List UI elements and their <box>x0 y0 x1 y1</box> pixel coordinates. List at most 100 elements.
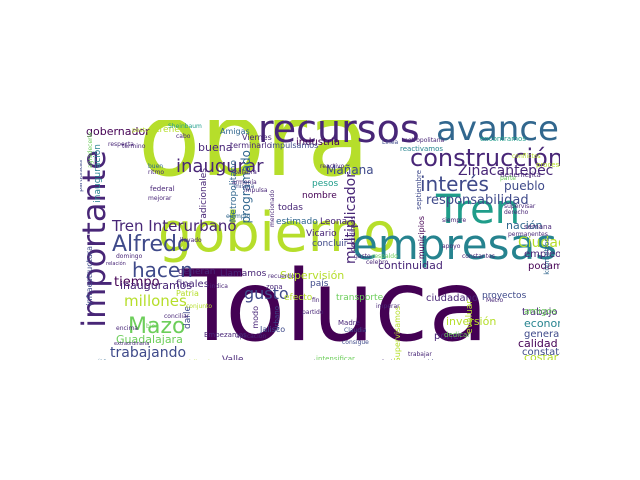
cloud-word: Jalisco <box>260 325 286 334</box>
cloud-word: urbano <box>273 306 281 331</box>
cloud-word: estimado <box>276 217 318 227</box>
cloud-word: domingo <box>116 253 143 260</box>
cloud-word: economía <box>524 317 560 330</box>
cloud-word: obra <box>138 120 370 200</box>
cloud-word: general <box>524 329 560 340</box>
cloud-word: Valle <box>222 355 244 361</box>
cloud-word: misma <box>234 183 255 190</box>
cloud-word: Metro <box>486 297 504 304</box>
cloud-word: Tren <box>436 187 521 233</box>
cloud-word: trabajar <box>408 351 432 358</box>
cloud-word: podamos <box>528 261 560 272</box>
cloud-word: respecta <box>108 141 134 148</box>
cloud-word: poner <box>434 331 464 342</box>
cloud-word: empleos <box>524 249 560 260</box>
cloud-word: finales <box>176 279 209 290</box>
cloud-word: Amigas <box>220 127 250 136</box>
cloud-word: Ciudad <box>518 235 560 251</box>
cloud-word: país <box>310 279 329 289</box>
cloud-word: gusto <box>244 284 289 303</box>
cloud-word: Línea <box>382 139 399 146</box>
cloud-word: consigue <box>342 339 369 346</box>
word-cloud: obra Toluca gobierno recursos avance emp… <box>80 120 560 360</box>
cloud-word: reactivamos <box>400 145 444 153</box>
cloud-word: buena <box>198 141 233 154</box>
cloud-word: Supervisamos <box>393 306 402 360</box>
cloud-word: permanentes <box>508 231 548 238</box>
cloud-word: inaugurar <box>176 156 264 177</box>
cloud-word: zona <box>266 283 283 291</box>
cloud-word: terminarlo <box>230 141 272 150</box>
cloud-word: recursos <box>258 120 420 151</box>
cloud-word: conflictos <box>512 153 541 160</box>
cloud-word: efecto <box>284 293 313 303</box>
cloud-word: trabajo <box>522 307 558 318</box>
cloud-word: constatar <box>522 347 560 358</box>
cloud-word: intensificar <box>316 355 355 361</box>
cloud-word: federal <box>150 185 175 193</box>
cloud-word: aplicación <box>236 333 267 340</box>
cloud-word: Llamamos <box>220 269 267 279</box>
cloud-word: avance <box>436 120 559 149</box>
cloud-word: constantes <box>462 253 495 260</box>
cloud-word: Vicario <box>306 229 337 239</box>
cloud-word: armonía <box>232 179 257 186</box>
cloud-word: palabra <box>234 169 257 176</box>
cloud-word: trenes <box>156 125 185 135</box>
cloud-word: Zinacantepec <box>458 163 554 179</box>
cloud-word: hacen <box>132 258 193 282</box>
cloud-word: kilómetros <box>543 238 551 275</box>
cloud-word: trabajando <box>110 345 187 360</box>
cloud-word: mencionado <box>269 190 276 227</box>
cloud-word: ciudadano <box>426 293 479 304</box>
cloud-word: interés <box>420 172 489 196</box>
cloud-word: Tren Interurbano <box>112 217 237 235</box>
cloud-word: impulsamos <box>270 141 319 150</box>
cloud-word: dedicar <box>444 331 471 339</box>
cloud-word: proceso <box>536 161 560 169</box>
cloud-word: pueblo <box>504 179 545 193</box>
cloud-word: gobernador <box>86 125 150 138</box>
cloud-word: conjunto <box>186 303 213 310</box>
cloud-word: buen <box>148 163 164 170</box>
cloud-word: partidistas <box>80 160 84 192</box>
cloud-word: encontramos <box>480 135 526 143</box>
cloud-word: agradecerle <box>87 132 94 168</box>
cloud-word: Benemérita <box>500 171 541 179</box>
cloud-word: encima <box>116 325 138 332</box>
cloud-word: bien <box>146 323 159 330</box>
cloud-word: indica <box>210 283 228 290</box>
cloud-word: conciliar <box>164 313 190 320</box>
cloud-word: decidimos <box>349 216 357 252</box>
cloud-word: inversión <box>446 315 497 328</box>
cloud-word: imperar <box>376 303 400 310</box>
cloud-word: Mazo <box>128 314 186 339</box>
cloud-word: reactivo <box>320 163 345 170</box>
cloud-word: gasto <box>354 253 371 260</box>
cloud-word: mejorar <box>148 195 172 202</box>
cloud-word: impulsa <box>244 187 268 194</box>
cloud-word: calidad <box>518 337 558 350</box>
cloud-word: término <box>122 143 146 150</box>
cloud-word: costar <box>524 351 559 360</box>
cloud-word: inauguramos <box>120 279 193 292</box>
cloud-word: semana <box>524 223 552 231</box>
cloud-word: infraestructura <box>85 246 94 306</box>
cloud-word: Empezamos <box>204 331 247 339</box>
cloud-word: nombre <box>302 191 337 201</box>
cloud-word: celebro <box>366 259 389 266</box>
cloud-word: Supervisión <box>280 269 345 282</box>
cloud-word: partido <box>302 309 324 316</box>
cloud-word: generan <box>178 267 216 277</box>
cloud-word: Patria <box>176 289 199 298</box>
cloud-word: nación <box>506 219 543 232</box>
cloud-word: continuidad <box>378 259 443 272</box>
cloud-word: respaldo <box>372 253 398 260</box>
cloud-word: gobierno <box>158 201 397 264</box>
cloud-word: recuerdo <box>268 273 295 280</box>
cloud-word: fin <box>312 297 320 304</box>
cloud-word: Madre <box>338 319 360 327</box>
cloud-word: supervisar <box>504 203 536 210</box>
cloud-word: adicionales <box>199 168 209 219</box>
cloud-word: proyectos <box>482 291 527 301</box>
